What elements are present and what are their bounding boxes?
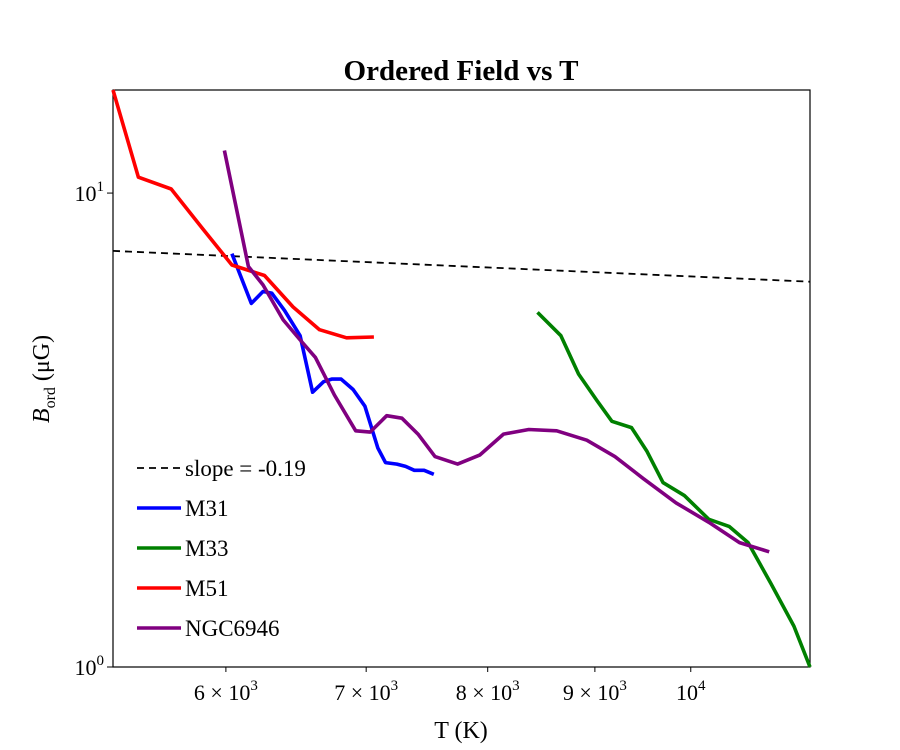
x-tick-label: 104 — [676, 678, 706, 705]
legend-label-m31: M31 — [185, 496, 228, 521]
legend-label-slope-0-19: slope = -0.19 — [185, 456, 306, 481]
x-tick-label: 9 × 103 — [563, 678, 627, 705]
series-line-m51 — [111, 89, 374, 340]
y-axis-label-main: B — [29, 408, 55, 423]
legend-label-m51: M51 — [185, 576, 228, 601]
y-axis-label-tail: (μG) — [29, 335, 55, 387]
y-tick-label: 100 — [75, 653, 105, 680]
legend-label-ngc6946: NGC6946 — [185, 616, 280, 641]
plot-frame — [112, 89, 811, 668]
y-axis-label: Bord (μG) — [29, 335, 59, 423]
series-line-slope-0-19 — [112, 250, 811, 283]
y-axis-label-sub: ord — [42, 387, 59, 408]
series-line-m31 — [230, 253, 435, 476]
chart-title: Ordered Field vs T — [344, 55, 579, 87]
x-tick-label: 8 × 103 — [456, 678, 520, 705]
legend-label-m33: M33 — [185, 536, 228, 561]
x-axis-label: T (K) — [434, 718, 488, 744]
legend: slope = -0.19 M31 M33 M51 NGC6946 — [137, 456, 306, 641]
x-axis: 6 × 103 7 × 103 8 × 103 9 × 103 104 — [194, 667, 706, 705]
y-tick-label: 101 — [75, 179, 105, 206]
series-line-m33 — [536, 311, 812, 668]
x-tick-label: 7 × 103 — [334, 678, 398, 705]
series-layer — [111, 89, 812, 668]
y-axis: 100 101 — [75, 179, 113, 680]
x-tick-label: 6 × 103 — [194, 678, 258, 705]
series-line-ngc6946 — [222, 150, 770, 554]
